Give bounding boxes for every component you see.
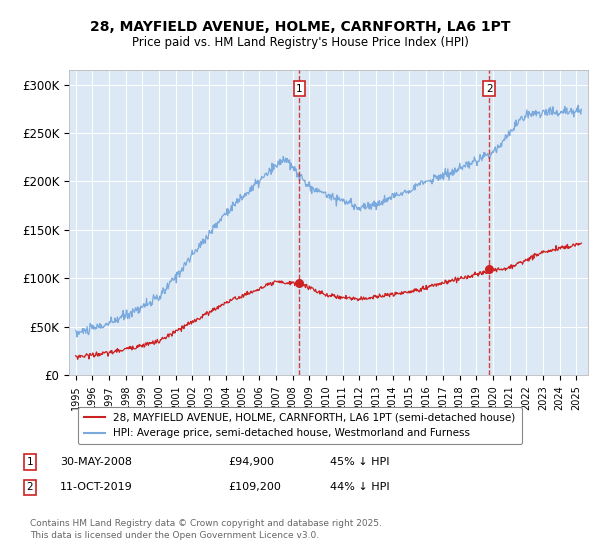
Text: 1: 1 [26, 457, 34, 467]
Text: £109,200: £109,200 [228, 482, 281, 492]
Legend: 28, MAYFIELD AVENUE, HOLME, CARNFORTH, LA6 1PT (semi-detached house), HPI: Avera: 28, MAYFIELD AVENUE, HOLME, CARNFORTH, L… [78, 407, 522, 445]
Text: 2: 2 [486, 84, 493, 94]
Text: 11-OCT-2019: 11-OCT-2019 [60, 482, 133, 492]
Text: Price paid vs. HM Land Registry's House Price Index (HPI): Price paid vs. HM Land Registry's House … [131, 36, 469, 49]
Text: £94,900: £94,900 [228, 457, 274, 467]
Text: Contains HM Land Registry data © Crown copyright and database right 2025.
This d: Contains HM Land Registry data © Crown c… [30, 519, 382, 540]
Text: 1: 1 [296, 84, 303, 94]
Text: 30-MAY-2008: 30-MAY-2008 [60, 457, 132, 467]
Text: 44% ↓ HPI: 44% ↓ HPI [330, 482, 389, 492]
Text: 2: 2 [26, 482, 34, 492]
Text: 28, MAYFIELD AVENUE, HOLME, CARNFORTH, LA6 1PT: 28, MAYFIELD AVENUE, HOLME, CARNFORTH, L… [90, 20, 510, 34]
Text: 45% ↓ HPI: 45% ↓ HPI [330, 457, 389, 467]
